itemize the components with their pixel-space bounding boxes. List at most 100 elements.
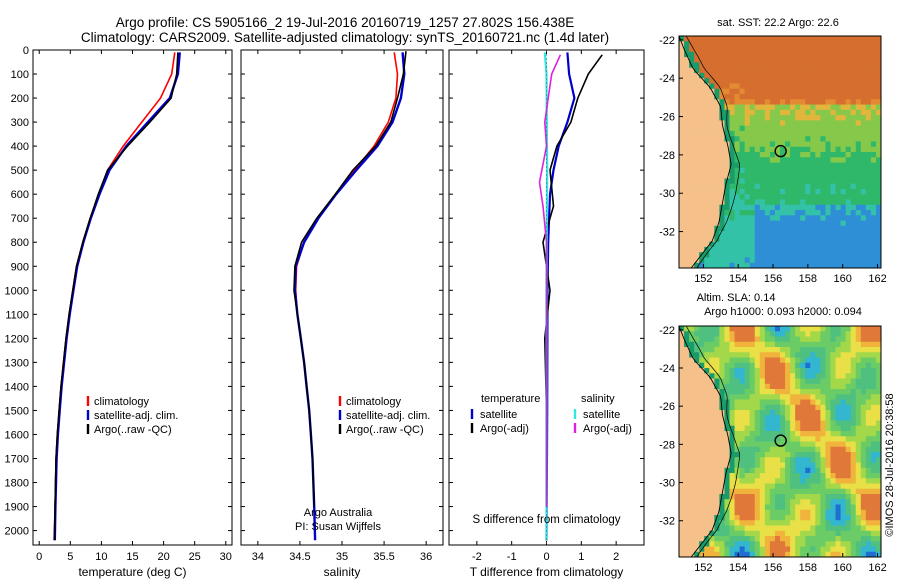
sla-map-cell: [865, 394, 872, 400]
sst-map-cell: [805, 199, 811, 206]
sst-map-cell: [699, 57, 705, 63]
sla-map-cell: [749, 541, 756, 547]
sst-map-cell: [749, 199, 756, 206]
sst-map-cell: [825, 215, 831, 221]
sla-map-cell: [855, 551, 862, 558]
sla-map-cell: [714, 536, 720, 542]
sla-map-cell: [845, 415, 852, 421]
sla-map-cell: [850, 467, 857, 474]
sst-map-cell: [759, 78, 766, 84]
sst-map-cell: [845, 104, 852, 111]
sla-map-cell: [850, 420, 857, 427]
sst-map-cell: [739, 41, 746, 47]
sst-map-cell: [709, 194, 715, 200]
sla-map-cell: [845, 341, 852, 348]
sst-map-cell: [754, 104, 761, 111]
sla-map-cell: [759, 399, 766, 406]
sla-map-cell: [769, 357, 776, 364]
sla-map-cell: [744, 478, 751, 484]
sla-map-cell: [810, 551, 816, 558]
sst-map-cell: [734, 246, 740, 253]
sst-map-cell: [764, 152, 771, 158]
sst-map-cell: [800, 262, 806, 269]
sst-map-cell: [684, 104, 690, 111]
sla-map-cell: [805, 410, 811, 416]
sst-map-cell: [764, 141, 771, 148]
sst-map-cell: [835, 83, 841, 90]
sst-map-cell: [850, 183, 857, 190]
sst-map-cell: [679, 141, 685, 148]
sst-map-cell: [694, 194, 700, 200]
sla-map-cell: [699, 404, 705, 411]
sla-map-cell: [724, 347, 730, 353]
sla-map-cell: [800, 509, 806, 516]
sla-map-cell: [865, 436, 872, 442]
sla-map-cell: [759, 341, 766, 348]
sla-map-cell: [830, 331, 836, 337]
sla-map-cell: [749, 326, 756, 332]
sla-map-cell: [815, 425, 821, 432]
sla-map-cell: [860, 347, 867, 353]
sla-map-cell: [780, 541, 786, 547]
sla-map-cell: [840, 420, 847, 427]
sla-map-cell: [744, 368, 751, 374]
sla-map-cell: [780, 425, 786, 432]
sla-map-cell: [835, 520, 841, 526]
sst-map-cell: [800, 41, 806, 47]
sst-map-cell: [815, 215, 821, 221]
sla-map-cell: [865, 441, 872, 448]
sla-map-cell: [850, 515, 857, 521]
sla-map-cell: [855, 515, 862, 521]
sst-map-cell: [825, 157, 831, 163]
sla-map-cell: [790, 420, 796, 427]
sst-map-cell: [699, 120, 705, 127]
sst-map-cell: [780, 104, 786, 111]
sst-map-cell: [820, 94, 826, 100]
sla-map-cell: [769, 368, 776, 374]
sla-map-cell: [759, 331, 766, 337]
sst-map-cell: [780, 157, 786, 163]
sst-map-cell: [689, 188, 695, 195]
sst-map-cell: [815, 99, 821, 105]
sla-map-cell: [865, 525, 872, 532]
sst-map-cell: [709, 215, 715, 221]
sst-map-cell: [870, 115, 877, 121]
sst-map-cell: [759, 115, 766, 121]
sla-map-cell: [704, 499, 710, 505]
sla-map-cell: [870, 336, 877, 343]
sst-map-cell: [714, 236, 720, 243]
sla-map-cell: [785, 410, 791, 416]
sst-map-cell: [795, 41, 801, 47]
sla-map-cell: [719, 530, 725, 537]
sst-map-cell: [749, 72, 756, 79]
sst-map-cell: [774, 109, 781, 116]
sst-map-cell: [714, 109, 720, 116]
sst-map-cell: [845, 252, 852, 258]
sla-map-cell: [805, 352, 811, 358]
sst-map-cell: [704, 57, 710, 63]
sst-map-cell: [684, 67, 690, 74]
sla-map-cell: [689, 410, 695, 416]
sst-map-xtick-label: 152: [694, 273, 712, 285]
sla-map-cell: [754, 520, 761, 526]
sst-map-cell: [830, 78, 836, 84]
sst-map-cell: [684, 99, 690, 105]
sla-map-cell: [764, 551, 771, 558]
sla-map-cell: [734, 373, 740, 379]
sla-map-cell: [870, 546, 877, 553]
sla-map-cell: [820, 462, 826, 469]
sla-map-cell: [684, 378, 690, 385]
sst-map-cell: [805, 46, 811, 53]
sla-map-cell: [744, 331, 751, 337]
sla-map-cell: [790, 488, 796, 495]
sla-map-cell: [875, 551, 882, 558]
sst-map-cell: [820, 152, 826, 158]
sst-map-cell: [865, 225, 872, 232]
sla-map-cell: [850, 536, 857, 542]
sla-map-cell: [739, 494, 746, 500]
sla-map-cell: [769, 452, 776, 458]
sst-map-cell: [865, 204, 872, 211]
difference-series-salinity-argo-adj-: [538, 54, 562, 507]
sst-map-cell: [870, 62, 877, 69]
sst-map-cell: [759, 178, 766, 185]
